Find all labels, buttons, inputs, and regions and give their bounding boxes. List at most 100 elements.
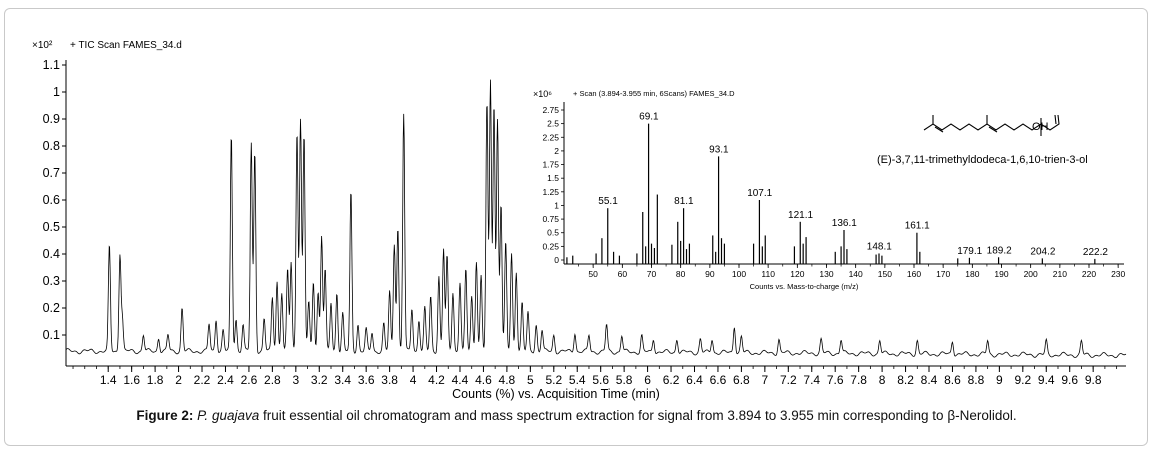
ms-x-tick-label: 80 [676,269,686,279]
tic-x-tick-label: 5.8 [616,373,633,387]
tic-y-tick-label: 0.8 [43,139,60,153]
tic-x-axis-label: Counts (%) vs. Acquisition Time (min) [452,387,660,401]
tic-x-tick-label: 3.4 [334,373,351,387]
ms-peak-label: 81.1 [674,196,694,207]
tic-x-tick-label: 4.2 [428,373,445,387]
ms-y-tick-label: 1 [554,200,559,210]
tic-x-tick-label: 6.4 [686,373,703,387]
ms-y-tick-label: 0 [554,255,559,265]
ms-peak-label: 107.1 [747,188,772,199]
mass-spectrum-chart: ×10⁶ + Scan (3.894-3.955 min, 6Scans) FAM… [533,89,1126,291]
tic-y-tick-label: 1.1 [43,58,60,72]
ms-x-tick-label: 180 [965,269,979,279]
ms-x-tick-label: 140 [849,269,863,279]
tic-y-tick-label: 0.9 [43,112,60,126]
ms-x-tick-label: 230 [1111,269,1125,279]
tic-x-tick-label: 8 [879,373,886,387]
tic-x-tick-label: 9.8 [1085,373,1102,387]
ms-x-tick-label: 160 [907,269,921,279]
tic-y-tick-label: 0.6 [43,193,60,207]
ms-peak-label: 148.1 [867,241,892,252]
tic-x-tick-label: 8.4 [921,373,938,387]
tic-x-tick-label: 7.2 [780,373,797,387]
ms-y-tick-label: 2 [554,146,559,156]
tic-y-multiplier: ×10² [32,40,53,51]
ms-x-tick-label: 90 [705,269,715,279]
tic-x-tick-label: 8.8 [968,373,985,387]
tic-y-tick-label: 0.5 [43,220,60,234]
ms-x-tick-label: 170 [936,269,950,279]
ms-y-tick-label: 1.5 [547,173,559,183]
tic-x-tick-label: 4 [410,373,417,387]
ms-x-tick-label: 100 [732,269,746,279]
caption-label: Figure 2: [136,408,194,423]
tic-x-tick-label: 7.6 [827,373,844,387]
tic-y-tick-label: 1 [53,85,60,99]
tic-x-tick-label: 5.2 [545,373,562,387]
tic-x-tick-label: 3.8 [381,373,398,387]
tic-x-tick-label: 9.2 [1014,373,1031,387]
ms-x-tick-label: 70 [647,269,657,279]
tic-y-tick-label: 0.2 [43,301,60,315]
tic-x-tick-label: 8.2 [897,373,914,387]
tic-x-tick-label: 2 [175,373,182,387]
tic-x-tick-label: 3.2 [311,373,328,387]
tic-x-tick-label: 3.6 [358,373,375,387]
ms-peak-label: 179.1 [957,246,982,257]
ms-y-tick-label: 2.25 [542,132,559,142]
ms-x-tick-label: 110 [761,269,775,279]
ms-peak-label: 55.1 [598,196,618,207]
tic-x-tick-label: 6.6 [710,373,727,387]
tic-x-tick-label: 6.8 [733,373,750,387]
ms-y-tick-label: 2.5 [547,119,559,129]
tic-x-tick-label: 6 [644,373,651,387]
tic-x-tick-label: 2.6 [241,373,258,387]
ms-x-tick-label: 200 [1024,269,1038,279]
caption-species: P. guajava [197,408,260,423]
structure-compound-name: (E)-3,7,11-trimethyldodeca-1,6,10-trien-… [877,154,1088,166]
tic-x-tick-label: 1.6 [123,373,140,387]
tic-x-tick-label: 5 [527,373,534,387]
figure-caption: Figure 2: P. guajava fruit essential oil… [0,408,1153,423]
ms-peak-label: 121.1 [788,210,813,221]
tic-x-tick-label: 7.4 [803,373,820,387]
ms-y-tick-label: 1.25 [542,187,559,197]
tic-x-tick-label: 3 [292,373,299,387]
tic-y-tick-label: 0.1 [43,328,60,342]
tic-x-tick-label: 1.8 [147,373,164,387]
ms-y-tick-label: 0.75 [542,214,559,224]
tic-y-tick-label: 0.3 [43,274,60,288]
structure-skeleton [923,114,1060,131]
ms-x-tick-label: 150 [878,269,892,279]
ms-peak-label: 69.1 [639,112,659,123]
ms-peak-label: 93.1 [709,144,729,155]
tic-x-tick-label: 7 [762,373,769,387]
tic-x-tick-label: 9.4 [1038,373,1055,387]
tic-x-tick-label: 7.8 [850,373,867,387]
tic-x-tick-label: 2.2 [194,373,211,387]
ms-x-tick-label: 60 [618,269,628,279]
ms-peak-label: 204.2 [1030,246,1055,257]
figure-frame [4,8,1148,446]
tic-x-tick-label: 8.6 [944,373,961,387]
tic-x-tick-label: 4.4 [452,373,469,387]
structure-double-bond-10 [934,126,944,133]
ms-x-tick-label: 120 [790,269,804,279]
ms-y-tick-label: 2.75 [542,105,559,115]
ms-peak-label: 189.2 [987,245,1012,256]
ms-y-multiplier: ×10⁶ [533,89,552,99]
tic-x-tick-label: 9.6 [1061,373,1078,387]
ms-x-tick-label: 50 [588,269,598,279]
tic-x-tick-label: 5.4 [569,373,586,387]
ms-x-tick-label: 130 [819,269,833,279]
ms-x-tick-label: 190 [994,269,1008,279]
ms-peak-label: 136.1 [832,218,857,229]
structure-double-bond-6 [988,126,998,133]
tic-x-tick-label: 9 [996,373,1003,387]
structure-vinyl-double [1054,114,1057,125]
ms-y-tick-label: 1.75 [542,160,559,170]
tic-x-tick-label: 4.8 [499,373,516,387]
caption-text: fruit essential oil chromatogram and mas… [259,408,1017,423]
nerolidol-structure: OH (E)-3,7,11-trimethyldodeca-1,6,10-tri… [877,114,1088,166]
